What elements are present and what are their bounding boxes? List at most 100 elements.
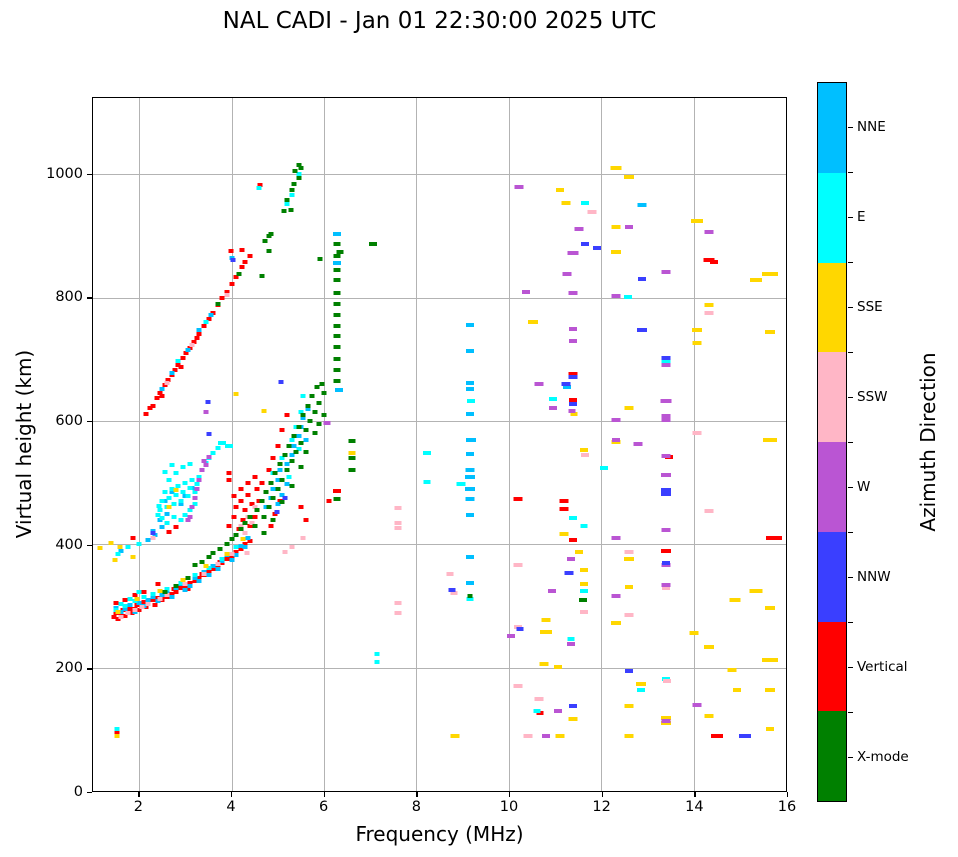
data-point-e <box>296 446 302 451</box>
data-point-w <box>611 417 621 422</box>
data-point-nne <box>289 452 295 457</box>
data-point-ssw <box>224 292 230 297</box>
data-point-sse <box>763 437 778 442</box>
data-point-x-mode <box>321 412 327 417</box>
data-point-w <box>201 459 207 464</box>
data-point-sse <box>766 727 775 732</box>
data-point-nne <box>238 543 244 548</box>
data-point-ssw <box>394 521 402 526</box>
data-point-vertical <box>242 542 248 547</box>
data-point-x-mode <box>270 517 276 522</box>
data-point-vertical <box>332 488 341 493</box>
colorbar-tick <box>848 397 853 399</box>
data-point-vertical <box>224 557 230 562</box>
data-point-x-mode <box>254 508 260 513</box>
data-point-vertical <box>111 614 117 619</box>
data-point-nne <box>465 497 475 502</box>
data-point-sse <box>580 448 589 453</box>
data-point-vertical <box>191 339 197 344</box>
data-point-vertical <box>206 317 211 322</box>
x-tick-mark <box>323 792 325 797</box>
data-point-vertical <box>536 711 544 716</box>
data-point-vertical <box>206 569 211 574</box>
data-point-w <box>203 410 209 415</box>
data-point-e <box>171 502 177 507</box>
data-point-sse <box>691 218 704 223</box>
colorbar-tick <box>848 667 853 669</box>
data-point-vertical <box>242 260 248 264</box>
data-point-w <box>660 473 671 478</box>
data-point-w <box>542 734 551 739</box>
data-point-x-mode <box>286 443 292 448</box>
data-point-vertical <box>147 405 153 410</box>
data-point-x-mode <box>289 187 295 192</box>
data-point-nnw <box>448 588 456 592</box>
data-point-nne <box>215 567 221 572</box>
data-point-sse <box>729 597 741 602</box>
data-point-x-mode <box>312 409 318 414</box>
data-point-vertical <box>122 597 128 602</box>
y-tick-label: 0 <box>73 784 83 800</box>
colorbar-tick-label: NNW <box>857 569 891 585</box>
data-point-x-mode <box>262 239 268 244</box>
data-point-vertical <box>298 505 304 510</box>
data-point-ssw <box>132 608 138 613</box>
data-point-e <box>567 637 575 642</box>
data-point-sse <box>108 541 114 546</box>
x-tick-mark <box>787 792 789 797</box>
x-tick-mark <box>416 792 418 797</box>
data-point-nne <box>466 380 475 385</box>
data-point-vertical <box>141 599 147 604</box>
data-point-x-mode <box>333 333 341 338</box>
colorbar-boundary-tick <box>848 532 853 534</box>
data-point-e <box>141 594 147 599</box>
x-tick-label: 6 <box>319 799 329 815</box>
colorbar-boundary-tick <box>848 172 853 174</box>
data-point-x-mode <box>333 345 341 350</box>
data-point-e <box>171 514 177 519</box>
data-point-x-mode <box>266 248 272 253</box>
x-gridline <box>416 98 418 791</box>
data-point-x-mode <box>333 313 341 318</box>
data-point-e <box>178 517 184 522</box>
data-point-x-mode <box>348 456 356 461</box>
colorbar-segment-sse <box>818 262 846 353</box>
data-point-nne <box>277 468 283 473</box>
y-gridline <box>93 174 786 176</box>
data-point-sse <box>203 563 209 568</box>
data-point-sse <box>689 631 699 636</box>
data-point-sse <box>450 734 460 739</box>
data-point-x-mode <box>192 562 198 567</box>
data-point-x-mode <box>284 468 290 473</box>
data-point-x-mode <box>333 323 341 328</box>
colorbar-tick <box>848 127 853 129</box>
data-point-sse <box>112 557 118 562</box>
data-point-ssw <box>282 549 288 554</box>
data-point-nnw <box>661 355 671 360</box>
data-point-sse <box>224 551 230 556</box>
data-point-nne <box>465 468 475 473</box>
data-point-vertical <box>245 493 251 498</box>
data-point-ssw <box>289 545 295 550</box>
data-point-x-mode <box>233 533 239 538</box>
data-point-w <box>534 382 544 387</box>
data-point-vertical <box>513 497 523 502</box>
data-point-e <box>215 446 221 451</box>
data-point-w <box>187 514 193 519</box>
data-point-w <box>611 293 621 298</box>
data-point-sse <box>623 174 634 179</box>
data-point-nnw <box>661 560 670 565</box>
data-point-x-mode <box>309 394 315 399</box>
data-point-e <box>467 399 476 404</box>
data-point-w <box>661 362 671 367</box>
data-point-x-mode <box>333 367 341 372</box>
data-point-nne <box>229 557 235 562</box>
data-point-vertical <box>159 394 165 399</box>
data-point-x-mode <box>333 301 341 306</box>
data-point-x-mode <box>333 290 341 295</box>
data-point-sse <box>568 716 578 721</box>
data-point-e <box>118 602 124 607</box>
data-point-vertical <box>766 535 783 540</box>
data-point-e <box>423 480 431 485</box>
data-point-e <box>187 485 193 490</box>
